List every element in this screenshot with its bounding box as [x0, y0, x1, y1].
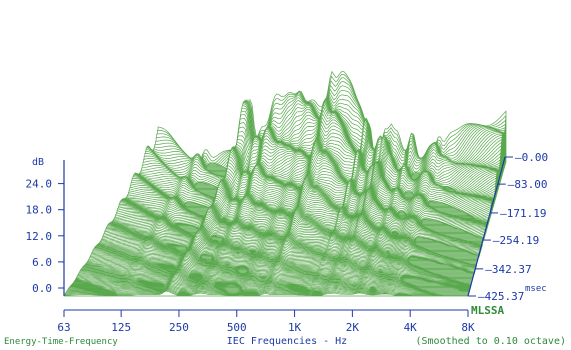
- time-tick-label: —425.37: [478, 290, 524, 303]
- time-tick-label: —254.19: [493, 234, 539, 247]
- waterfall-traces: [63, 70, 507, 297]
- mlssa-brand: MLSSA: [471, 304, 504, 317]
- frequency-tick-label: 8K: [461, 321, 475, 334]
- frequency-tick-label: 250: [169, 321, 189, 334]
- frequency-axis: 63 125 250 500 1K 2K 4K 8K: [57, 309, 475, 334]
- db-tick-label: 12.0: [26, 230, 53, 243]
- time-tick-label: —0.00: [515, 151, 548, 164]
- frequency-tick-label: 2K: [346, 321, 360, 334]
- time-tick-label: —171.19: [500, 207, 546, 220]
- db-axis-unit: dB: [32, 157, 44, 168]
- db-tick-label: 24.0: [26, 178, 53, 191]
- time-axis-line: [467, 156, 506, 297]
- frequency-tick-label: 63: [57, 321, 70, 334]
- chart-title: Energy-Time-Frequency: [4, 337, 118, 347]
- frequency-tick-label: 500: [227, 321, 247, 334]
- frequency-tick-label: 1K: [288, 321, 302, 334]
- frequency-tick-label: 4K: [404, 321, 418, 334]
- db-tick-label: 0.0: [32, 282, 52, 295]
- db-tick-label: 18.0: [26, 204, 53, 217]
- waterfall-slice: [63, 290, 468, 297]
- time-axis-unit: msec: [525, 284, 547, 294]
- time-axis: —0.00—83.00—171.19—254.19—342.37—425.37 …: [467, 151, 548, 303]
- x-axis-label: IEC Frequencies - Hz: [227, 336, 347, 347]
- smoothing-note: (Smoothed to 0.10 octave): [415, 336, 566, 347]
- frequency-tick-label: 125: [111, 321, 131, 334]
- db-tick-label: 6.0: [32, 256, 52, 269]
- time-tick-label: —342.37: [485, 263, 531, 276]
- db-axis: dB 24.0 18.0 12.0 6.0 0.0: [26, 157, 65, 296]
- time-tick-label: —83.00: [508, 178, 548, 191]
